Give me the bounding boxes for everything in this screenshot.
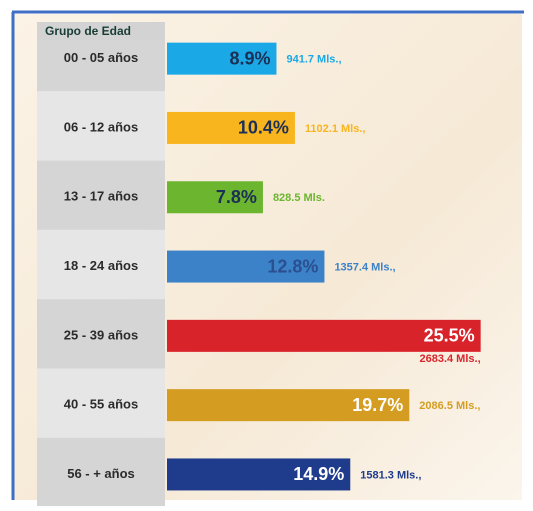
row-cell <box>37 40 165 92</box>
bar <box>167 181 263 214</box>
category-label: 18 - 24 años <box>64 258 138 273</box>
amount-label: 1357.4 Mls., <box>334 261 395 273</box>
percent-label: 8.9% <box>229 48 270 68</box>
amount-label: 1581.3 Mls., <box>360 469 421 481</box>
category-label: 00 - 05 años <box>64 50 138 65</box>
percent-label: 7.8% <box>216 187 257 207</box>
bar <box>167 111 295 144</box>
percent-label: 19.7% <box>352 395 403 415</box>
row-cell <box>37 160 165 230</box>
category-label: 40 - 55 años <box>64 397 138 412</box>
row-cell <box>37 368 165 438</box>
category-label: 13 - 17 años <box>64 189 138 204</box>
row-cell <box>37 229 165 300</box>
bar <box>167 250 325 283</box>
bar <box>167 458 351 491</box>
amount-label: 941.7 Mls., <box>286 54 341 66</box>
bar <box>167 42 277 75</box>
percent-label: 14.9% <box>293 464 344 484</box>
amount-label: 2683.4 Mls., <box>419 353 480 365</box>
bar <box>167 389 410 422</box>
row-cell <box>37 91 165 161</box>
row-cell <box>37 299 165 369</box>
category-label: 25 - 39 años <box>64 327 138 342</box>
amount-label: 2086.5 Mls., <box>419 400 480 412</box>
row-cell <box>37 437 165 508</box>
chart-title: Grupo de Edad <box>45 24 131 38</box>
amount-label: 1102.1 Mls., <box>305 123 366 135</box>
header-cell <box>37 22 165 40</box>
percent-label: 10.4% <box>238 118 289 138</box>
category-label: 06 - 12 años <box>64 119 138 134</box>
amount-label: 828.5 Mls. <box>273 192 325 204</box>
bar <box>167 319 481 352</box>
percent-label: 25.5% <box>424 326 475 346</box>
percent-label: 12.8% <box>267 256 318 276</box>
category-label: 56 - + años <box>67 466 135 481</box>
